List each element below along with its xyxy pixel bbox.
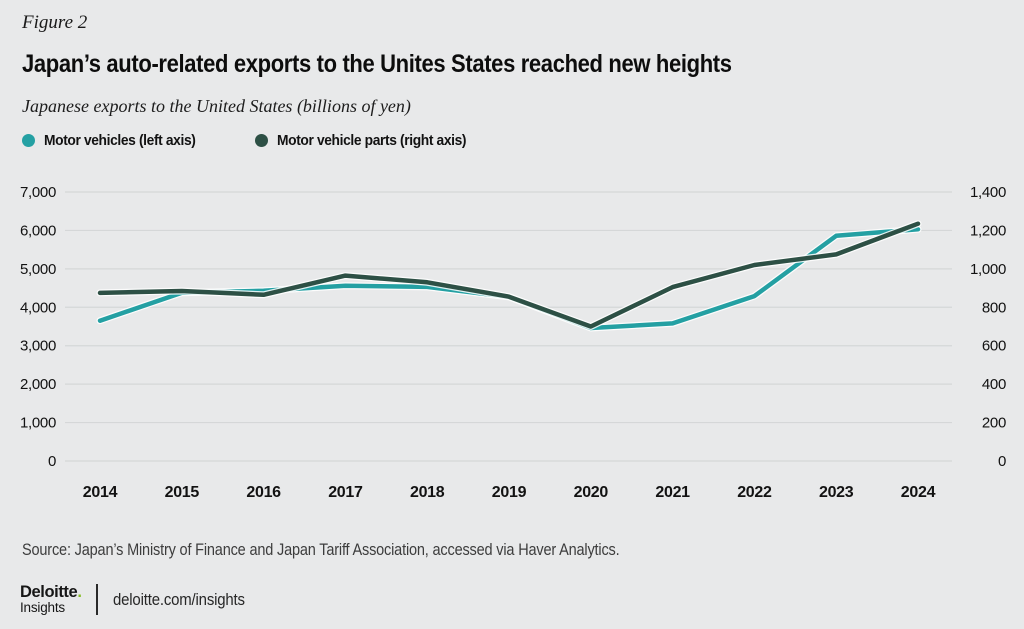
svg-text:400: 400 [982, 376, 1006, 393]
deloitte-wordmark: Deloitte. [20, 583, 82, 601]
svg-text:0: 0 [998, 453, 1006, 470]
svg-text:6,000: 6,000 [20, 222, 56, 239]
deloitte-green-dot: . [77, 583, 82, 601]
footer-brand-bar: Deloitte. Insights deloitte.com/insights [20, 583, 262, 616]
svg-text:2014: 2014 [83, 484, 118, 501]
svg-text:2022: 2022 [737, 484, 772, 501]
svg-text:2020: 2020 [574, 484, 609, 501]
svg-text:5,000: 5,000 [20, 261, 56, 278]
svg-text:2019: 2019 [492, 484, 527, 501]
deloitte-insights-logo: Deloitte. Insights [20, 583, 82, 616]
footer-divider [95, 584, 98, 616]
legend-item-motor-vehicle-parts: Motor vehicle parts (right axis) [254, 132, 483, 149]
svg-text:7,000: 7,000 [20, 184, 56, 201]
svg-text:4,000: 4,000 [20, 299, 56, 316]
svg-text:2021: 2021 [655, 484, 690, 501]
chart-legend: Motor vehicles (left axis) Motor vehicle… [22, 132, 482, 149]
svg-text:800: 800 [982, 299, 1006, 316]
svg-text:2018: 2018 [410, 484, 445, 501]
legend-item-motor-vehicles: Motor vehicles (left axis) [22, 132, 209, 149]
legend-label-motor-vehicles: Motor vehicles (left axis) [44, 132, 196, 149]
footer-link: deloitte.com/insights [112, 589, 245, 609]
figure-subtitle: Japanese exports to the United States (b… [22, 96, 411, 116]
source-note: Source: Japan’s Ministry of Finance and … [22, 541, 620, 559]
figure-label: Figure 2 [22, 12, 88, 33]
svg-text:2017: 2017 [328, 484, 363, 501]
motor-vehicle-parts-dot-icon [254, 134, 268, 147]
svg-text:1,200: 1,200 [970, 222, 1006, 239]
svg-text:3,000: 3,000 [20, 338, 56, 355]
figure-title: Japan’s auto-related exports to the Unit… [22, 50, 732, 78]
svg-text:600: 600 [982, 338, 1006, 355]
svg-text:1,000: 1,000 [20, 415, 56, 432]
svg-text:2015: 2015 [165, 484, 200, 501]
svg-text:1,000: 1,000 [970, 261, 1006, 278]
svg-text:2024: 2024 [901, 484, 936, 501]
svg-text:1,400: 1,400 [970, 184, 1006, 201]
motor-vehicles-dot-icon [22, 134, 35, 147]
legend-label-motor-vehicle-parts: Motor vehicle parts (right axis) [276, 132, 467, 149]
svg-text:0: 0 [48, 453, 56, 470]
insights-wordmark: Insights [20, 600, 65, 616]
svg-text:200: 200 [982, 415, 1006, 432]
svg-text:2,000: 2,000 [20, 376, 56, 393]
svg-text:2023: 2023 [819, 484, 854, 501]
svg-text:2016: 2016 [246, 484, 281, 501]
